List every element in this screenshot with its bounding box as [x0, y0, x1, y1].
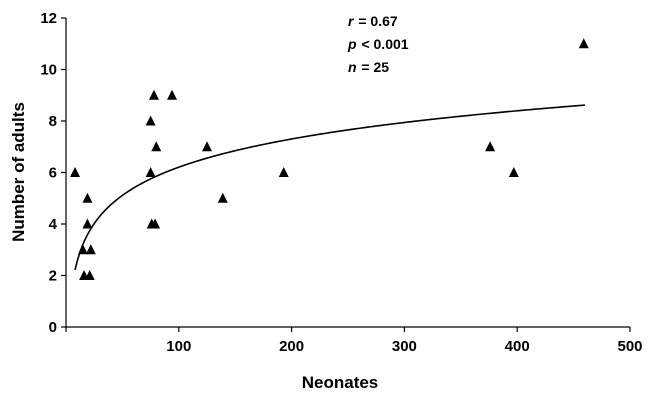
data-point-triangle	[278, 167, 289, 177]
stat-r-label: r	[348, 13, 355, 29]
data-point-triangle	[70, 167, 81, 177]
y-tick-label: 0	[49, 319, 57, 336]
x-tick-label: 400	[505, 338, 530, 355]
data-point-triangle	[578, 38, 589, 49]
y-tick-label: 6	[49, 165, 57, 182]
axes	[61, 17, 631, 332]
stat-n: n = 25	[348, 59, 389, 75]
y-tick-label: 2	[49, 268, 57, 285]
x-tick-label: 100	[166, 338, 191, 355]
data-point-triangle	[82, 192, 93, 203]
tick-labels: 0 2 4 6 8 10 12 100 200 300 400 500	[40, 10, 642, 355]
y-tick-label: 4	[49, 216, 58, 233]
x-axis-title: Neonates	[302, 373, 379, 392]
data-point-triangle	[167, 89, 178, 100]
stat-r-value: = 0.67	[358, 13, 398, 29]
stat-r: r = 0.67	[348, 13, 398, 29]
data-point-triangle	[148, 89, 159, 100]
data-point-triangle	[508, 167, 519, 177]
data-point-triangle	[84, 270, 95, 280]
data-point-triangle	[151, 141, 162, 152]
log-trendline	[74, 104, 585, 271]
stat-p: p < 0.001	[347, 36, 409, 52]
data-point-triangle	[145, 115, 156, 126]
data-point-triangle	[77, 244, 88, 255]
y-axis-title: Number of adults	[9, 102, 28, 242]
data-point-triangle	[150, 218, 161, 229]
data-point-triangle	[85, 244, 96, 255]
stat-n-value: = 25	[361, 59, 389, 75]
x-tick-label: 500	[617, 338, 642, 355]
y-tick-label: 10	[40, 62, 57, 79]
x-tick-label: 300	[392, 338, 417, 355]
data-point-triangle	[217, 192, 228, 203]
data-point-triangle	[485, 141, 496, 152]
y-tick-label: 8	[49, 113, 57, 130]
stat-p-value: < 0.001	[361, 36, 408, 52]
data-point-triangle	[82, 218, 93, 229]
data-points	[70, 38, 589, 280]
data-point-triangle	[145, 167, 156, 177]
stat-n-label: n	[348, 59, 357, 75]
stats-annotation: r = 0.67 p < 0.001 n = 25	[347, 13, 409, 75]
x-tick-label: 200	[279, 338, 304, 355]
data-point-triangle	[202, 141, 212, 152]
y-tick-label: 12	[40, 10, 57, 27]
stat-p-label: p	[347, 36, 357, 52]
